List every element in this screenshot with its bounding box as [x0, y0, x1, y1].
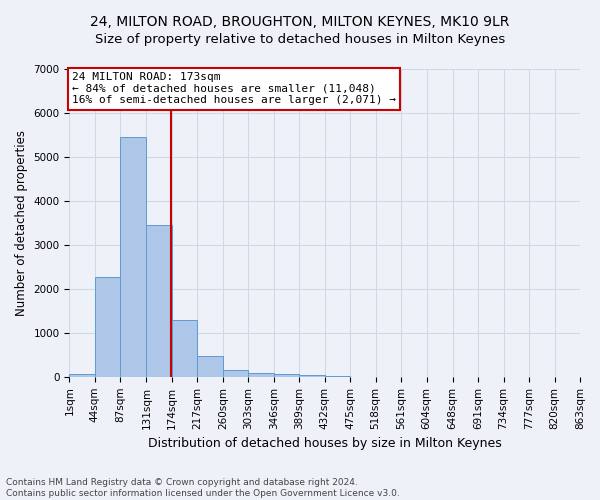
Text: Contains HM Land Registry data © Crown copyright and database right 2024.
Contai: Contains HM Land Registry data © Crown c…	[6, 478, 400, 498]
Bar	[274, 374, 299, 377]
Text: 24, MILTON ROAD, BROUGHTON, MILTON KEYNES, MK10 9LR: 24, MILTON ROAD, BROUGHTON, MILTON KEYNE…	[91, 15, 509, 29]
Bar	[223, 370, 248, 377]
Bar	[248, 373, 274, 377]
Bar	[95, 276, 121, 377]
Bar	[70, 374, 95, 377]
Text: Size of property relative to detached houses in Milton Keynes: Size of property relative to detached ho…	[95, 32, 505, 46]
Bar	[121, 137, 146, 377]
Y-axis label: Number of detached properties: Number of detached properties	[15, 130, 28, 316]
Bar	[172, 320, 197, 377]
X-axis label: Distribution of detached houses by size in Milton Keynes: Distribution of detached houses by size …	[148, 437, 502, 450]
Bar	[146, 225, 172, 377]
Bar	[197, 356, 223, 377]
Text: 24 MILTON ROAD: 173sqm
← 84% of detached houses are smaller (11,048)
16% of semi: 24 MILTON ROAD: 173sqm ← 84% of detached…	[72, 72, 396, 106]
Bar	[299, 375, 325, 377]
